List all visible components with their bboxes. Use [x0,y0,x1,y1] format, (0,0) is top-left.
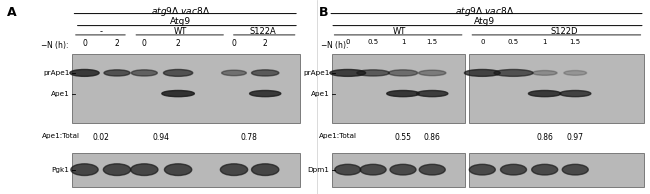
Bar [469,54,644,123]
Text: 0.86: 0.86 [424,133,441,142]
Text: 2: 2 [114,39,120,48]
Text: 0: 0 [231,39,237,48]
Text: Ape1:Total: Ape1:Total [42,133,80,139]
Ellipse shape [500,164,526,175]
Text: A: A [6,6,16,19]
Bar [72,153,300,187]
Text: 0: 0 [82,39,87,48]
Ellipse shape [104,70,130,76]
Text: S122A: S122A [250,27,277,36]
Text: Atg9: Atg9 [170,17,191,26]
Ellipse shape [335,164,361,175]
Ellipse shape [330,69,365,76]
Ellipse shape [357,70,389,76]
Ellipse shape [360,164,386,175]
Text: B: B [318,6,328,19]
Ellipse shape [562,164,588,175]
Text: 1: 1 [401,39,405,45]
Text: prApe1: prApe1 [43,70,70,76]
Ellipse shape [494,69,533,76]
Ellipse shape [419,164,445,175]
Ellipse shape [131,164,158,176]
Ellipse shape [162,90,194,97]
Ellipse shape [387,90,419,97]
Text: 0.94: 0.94 [153,133,170,142]
Text: WT: WT [174,27,187,36]
Ellipse shape [390,164,416,175]
Text: 0.5: 0.5 [508,39,519,45]
Text: 0.02: 0.02 [92,133,109,142]
Ellipse shape [71,164,98,176]
Text: $\it{atg9\Delta}$ $\it{vac8\Delta}$: $\it{atg9\Delta}$ $\it{vac8\Delta}$ [151,5,210,18]
Ellipse shape [164,69,193,76]
Text: 0.86: 0.86 [536,133,553,142]
Ellipse shape [164,164,192,176]
Ellipse shape [528,90,561,97]
Text: 0: 0 [346,39,350,45]
Text: 0: 0 [480,39,484,45]
Ellipse shape [220,164,248,176]
Text: $-$N (h):: $-$N (h): [40,39,69,51]
Text: 0.55: 0.55 [395,133,411,142]
Ellipse shape [103,164,131,176]
Text: $-$N (h):: $-$N (h): [320,39,348,51]
Ellipse shape [464,69,500,76]
Ellipse shape [252,164,279,176]
Bar [72,54,300,123]
Text: 0.78: 0.78 [240,133,257,142]
Text: Ape1: Ape1 [311,91,330,97]
Text: Ape1: Ape1 [51,91,70,97]
Ellipse shape [532,164,558,175]
Ellipse shape [222,70,246,76]
Text: 1.5: 1.5 [426,39,438,45]
Text: 2: 2 [176,39,181,48]
Ellipse shape [564,70,586,75]
Ellipse shape [389,70,417,76]
Text: Atg9: Atg9 [474,17,495,26]
Ellipse shape [417,90,448,97]
Ellipse shape [131,70,157,76]
Text: 0: 0 [142,39,147,48]
Text: 0.5: 0.5 [367,39,379,45]
Ellipse shape [419,70,446,76]
Ellipse shape [250,90,281,97]
Ellipse shape [252,70,279,76]
Ellipse shape [560,90,591,97]
Text: Dpm1: Dpm1 [307,167,330,173]
Bar [469,153,644,187]
Bar [332,54,465,123]
Bar [332,153,465,187]
Ellipse shape [532,70,557,75]
Text: 2: 2 [263,39,268,48]
Text: $\it{atg9\Delta}$ $\it{vac8\Delta}$: $\it{atg9\Delta}$ $\it{vac8\Delta}$ [455,5,514,18]
Ellipse shape [70,69,99,76]
Text: Pgk1: Pgk1 [52,167,70,173]
Text: WT: WT [393,27,406,36]
Text: 1.5: 1.5 [569,39,581,45]
Text: 1: 1 [543,39,547,45]
Text: -: - [99,27,102,36]
Ellipse shape [469,164,495,175]
Text: S122D: S122D [551,27,578,36]
Text: 0.97: 0.97 [567,133,584,142]
Text: Ape1:Total: Ape1:Total [318,133,356,139]
Text: prApe1: prApe1 [303,70,330,76]
